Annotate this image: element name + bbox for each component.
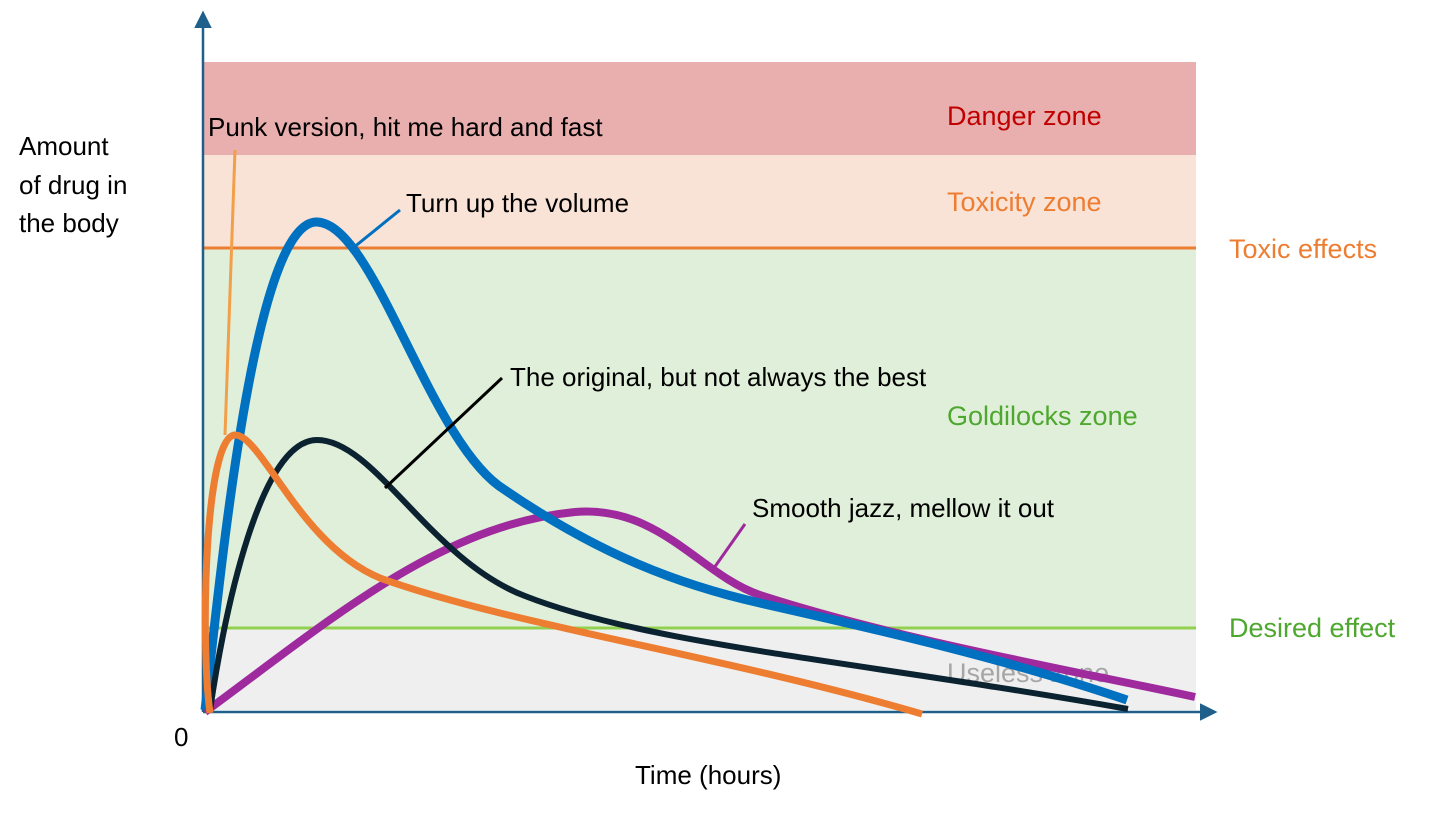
punk-version-curve: [201, 431, 923, 718]
toxicity-zone-band: [204, 155, 1196, 248]
danger-zone-label: Danger zone: [947, 101, 1102, 131]
y-axis-label-line-3: the body: [19, 208, 119, 238]
smooth-jazz-pointer-line: [712, 523, 747, 569]
smooth-jazz-curve: [202, 507, 1196, 716]
origin-label: 0: [174, 722, 188, 752]
original-label: The original, but not always the best: [510, 362, 927, 392]
turn-up-volume-curve: [200, 217, 1129, 711]
desired-effect-label: Desired effect: [1229, 613, 1396, 643]
y-axis-label-line-1: Amount: [19, 131, 109, 161]
x-axis-label: Time (hours): [635, 760, 781, 790]
punk-version-label: Punk version, hit me hard and fast: [208, 112, 603, 142]
goldilocks-zone-label: Goldilocks zone: [947, 401, 1138, 431]
original-pointer-line: [383, 376, 504, 490]
y-axis-label-line-2: of drug in: [19, 170, 127, 200]
turn-up-volume-label: Turn up the volume: [406, 188, 629, 218]
danger-zone-band: [204, 62, 1196, 155]
punk-pointer-line: [223, 149, 237, 436]
goldilocks-zone-band: [204, 248, 1196, 628]
toxic-effects-label: Toxic effects: [1229, 234, 1377, 264]
original-curve: [207, 436, 1129, 712]
toxicity-zone-label: Toxicity zone: [947, 187, 1102, 217]
smooth-jazz-label: Smooth jazz, mellow it out: [752, 493, 1055, 523]
turn-up-pointer-line: [352, 208, 401, 250]
